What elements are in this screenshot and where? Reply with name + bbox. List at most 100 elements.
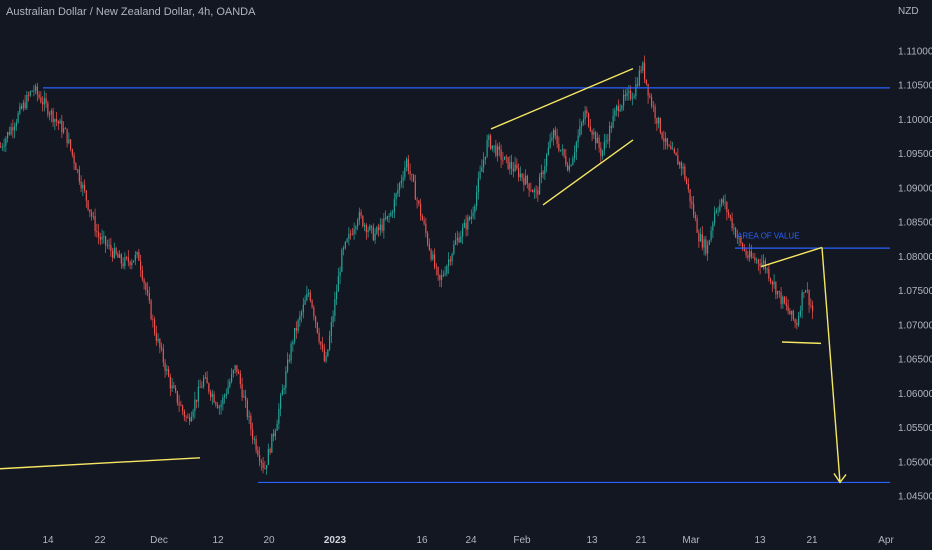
candle-body: [696, 218, 698, 233]
y-tick-label: 1.05500: [898, 423, 932, 434]
x-tick-label: 13: [586, 535, 598, 546]
candle-body: [493, 145, 495, 147]
candle-body: [479, 171, 481, 179]
projection-arrow: [821, 247, 847, 484]
candle-body: [290, 344, 292, 361]
candle-body: [486, 139, 488, 157]
candle-body: [505, 156, 507, 158]
candle-body: [418, 200, 420, 204]
candle-body: [425, 223, 427, 234]
candle-body: [327, 349, 329, 357]
candle-body: [535, 189, 537, 191]
x-tick-label: Apr: [878, 535, 894, 546]
candle-body: [551, 137, 553, 140]
candle-body: [509, 162, 511, 169]
candle-body: [306, 293, 308, 301]
candle-body: [621, 105, 623, 110]
candle-body: [126, 257, 128, 258]
candle-body: [350, 233, 352, 235]
candle-body: [378, 227, 380, 231]
candle-body: [276, 423, 278, 431]
candle-body: [52, 110, 54, 123]
candle-body: [285, 371, 287, 388]
candle-body: [35, 86, 37, 91]
arrow-head: [833, 473, 847, 484]
candle-body: [283, 387, 285, 391]
candle-body: [598, 137, 600, 148]
candle-body: [733, 228, 735, 229]
candle-body: [673, 148, 675, 153]
candle-body: [661, 132, 663, 139]
candle-body: [369, 225, 371, 230]
candle-body: [526, 175, 528, 184]
horizontal-levels: [43, 87, 890, 484]
candle-body: [266, 464, 268, 469]
candle-body: [91, 212, 93, 217]
trendline[interactable]: [0, 457, 201, 470]
candle-body: [87, 200, 89, 210]
candle-body: [220, 404, 222, 408]
trendline[interactable]: [760, 246, 823, 268]
candle-body: [638, 70, 640, 86]
candle-body: [31, 90, 33, 92]
trendline[interactable]: [490, 68, 634, 130]
candle-body: [169, 376, 171, 389]
candle-body: [712, 222, 714, 231]
candle-body: [659, 117, 661, 133]
y-tick-label: 1.06500: [898, 355, 932, 366]
candle-body: [43, 98, 45, 105]
candle-body: [318, 332, 320, 342]
candle-body: [710, 230, 712, 241]
candle-body: [435, 267, 437, 268]
candle-body: [334, 299, 336, 316]
candle-body: [736, 237, 738, 239]
y-tick-label: 1.07000: [898, 320, 932, 331]
candle-body: [385, 218, 387, 220]
candle-body: [414, 181, 416, 200]
candle-body: [796, 322, 798, 326]
arrow-shaft[interactable]: [821, 247, 841, 483]
candle-body: [789, 311, 791, 315]
candle-body: [537, 190, 539, 195]
candle-body: [246, 400, 248, 417]
candle-body: [371, 225, 373, 227]
candle-body: [162, 348, 164, 363]
candle-body: [332, 315, 334, 323]
candle-body: [686, 178, 688, 184]
candle-body: [612, 115, 614, 128]
candle-body: [201, 386, 203, 388]
candle-body: [670, 146, 672, 150]
area-of-value-label[interactable]: AREA OF VALUE: [737, 231, 800, 240]
candle-body: [460, 236, 462, 243]
candle-body: [701, 234, 703, 248]
candle-body: [49, 114, 51, 116]
candle-body: [791, 310, 793, 315]
candle-body: [103, 236, 105, 238]
candle-body: [434, 254, 436, 268]
candle-body: [129, 261, 131, 266]
trendline[interactable]: [781, 341, 822, 345]
candle-body: [512, 168, 514, 172]
candle-body: [647, 83, 649, 96]
candle-body: [640, 70, 642, 72]
candle-body: [407, 158, 409, 172]
candle-body: [259, 455, 261, 462]
candle-body: [808, 290, 810, 305]
trendline[interactable]: [542, 139, 634, 206]
candle-body: [591, 130, 593, 135]
candle-body: [386, 215, 388, 220]
candle-body: [663, 138, 665, 142]
candle-body: [490, 135, 492, 149]
candle-body: [472, 212, 474, 217]
candle-body: [609, 125, 611, 141]
candle-body: [15, 122, 17, 127]
candle-body: [182, 405, 184, 412]
candle-body: [117, 253, 119, 258]
candle-body: [80, 181, 82, 189]
candle-body: [178, 402, 180, 406]
candle-body: [726, 202, 728, 213]
candle-body: [112, 250, 114, 258]
candle-body: [456, 237, 458, 241]
y-tick-label: 1.05000: [898, 457, 932, 468]
